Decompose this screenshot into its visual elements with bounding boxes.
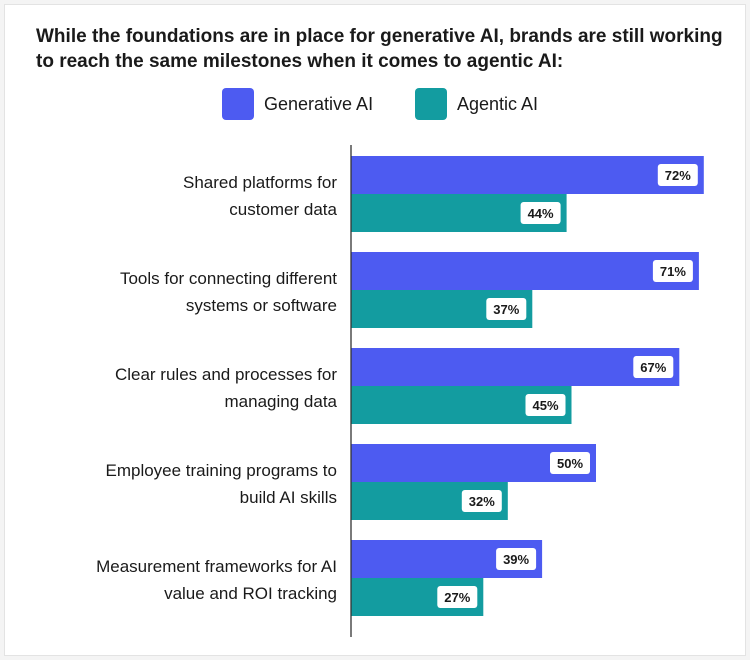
chart-legend: Generative AI Agentic AI [0,88,750,124]
data-label-box-agentic [520,202,561,224]
category-label-line: Tools for connecting different [120,269,337,288]
category-label-line: Clear rules and processes for [115,365,337,384]
chart-title-line-2: to reach the same milestones when it com… [36,51,564,72]
category-label: Shared platforms for customer data [183,173,338,219]
data-label-box-agentic [486,298,527,320]
category-label-line: Employee training programs to [105,461,337,480]
category-label: Tools for connecting different systems or… [120,269,337,315]
data-label-generative: 71% [660,264,686,279]
category-label-line: Shared platforms for [183,173,337,192]
data-label-generative: 72% [665,168,691,183]
category-label: Measurement frameworks for AI value and R… [96,557,337,603]
legend-swatch-generative [222,88,254,120]
category-label-line: systems or software [186,296,337,315]
data-label-agentic: 32% [469,494,495,509]
data-label-box-generative [550,452,590,474]
category-label-line: managing data [225,392,338,411]
bar-generative [351,252,699,290]
data-label-agentic: 45% [532,398,558,413]
data-label-box-generative [657,164,698,186]
category-label: Employee training programs to build AI sk… [105,461,337,507]
chart-title: While the foundations are in place for g… [36,24,736,74]
data-label-box-agentic [525,394,566,416]
category-label-line: value and ROI tracking [164,584,337,603]
category-label-line: customer data [229,200,337,219]
chart-title-line-1: While the foundations are in place for g… [36,26,723,47]
data-label-box-agentic [437,586,478,608]
data-label-agentic: 37% [493,302,519,317]
data-label-box-agentic [461,490,502,512]
data-label-box-generative [633,356,674,378]
data-label-box-generative [652,260,693,282]
category-label: Clear rules and processes for managing da… [115,365,338,411]
bar-generative [351,348,680,386]
data-label-agentic: 44% [528,206,554,221]
data-label-generative: 39% [503,552,529,567]
data-label-agentic: 27% [444,590,470,605]
legend-label-agentic: Agentic AI [457,94,539,114]
category-label-line: Measurement frameworks for AI [96,557,337,576]
legend-label-generative: Generative AI [264,94,374,114]
data-label-box-generative [496,548,537,570]
data-label-generative: 67% [640,360,666,375]
category-label-line: build AI skills [240,488,337,507]
data-label-generative: 50% [557,456,583,471]
legend-swatch-agentic [415,88,447,120]
bar-generative [351,156,704,194]
